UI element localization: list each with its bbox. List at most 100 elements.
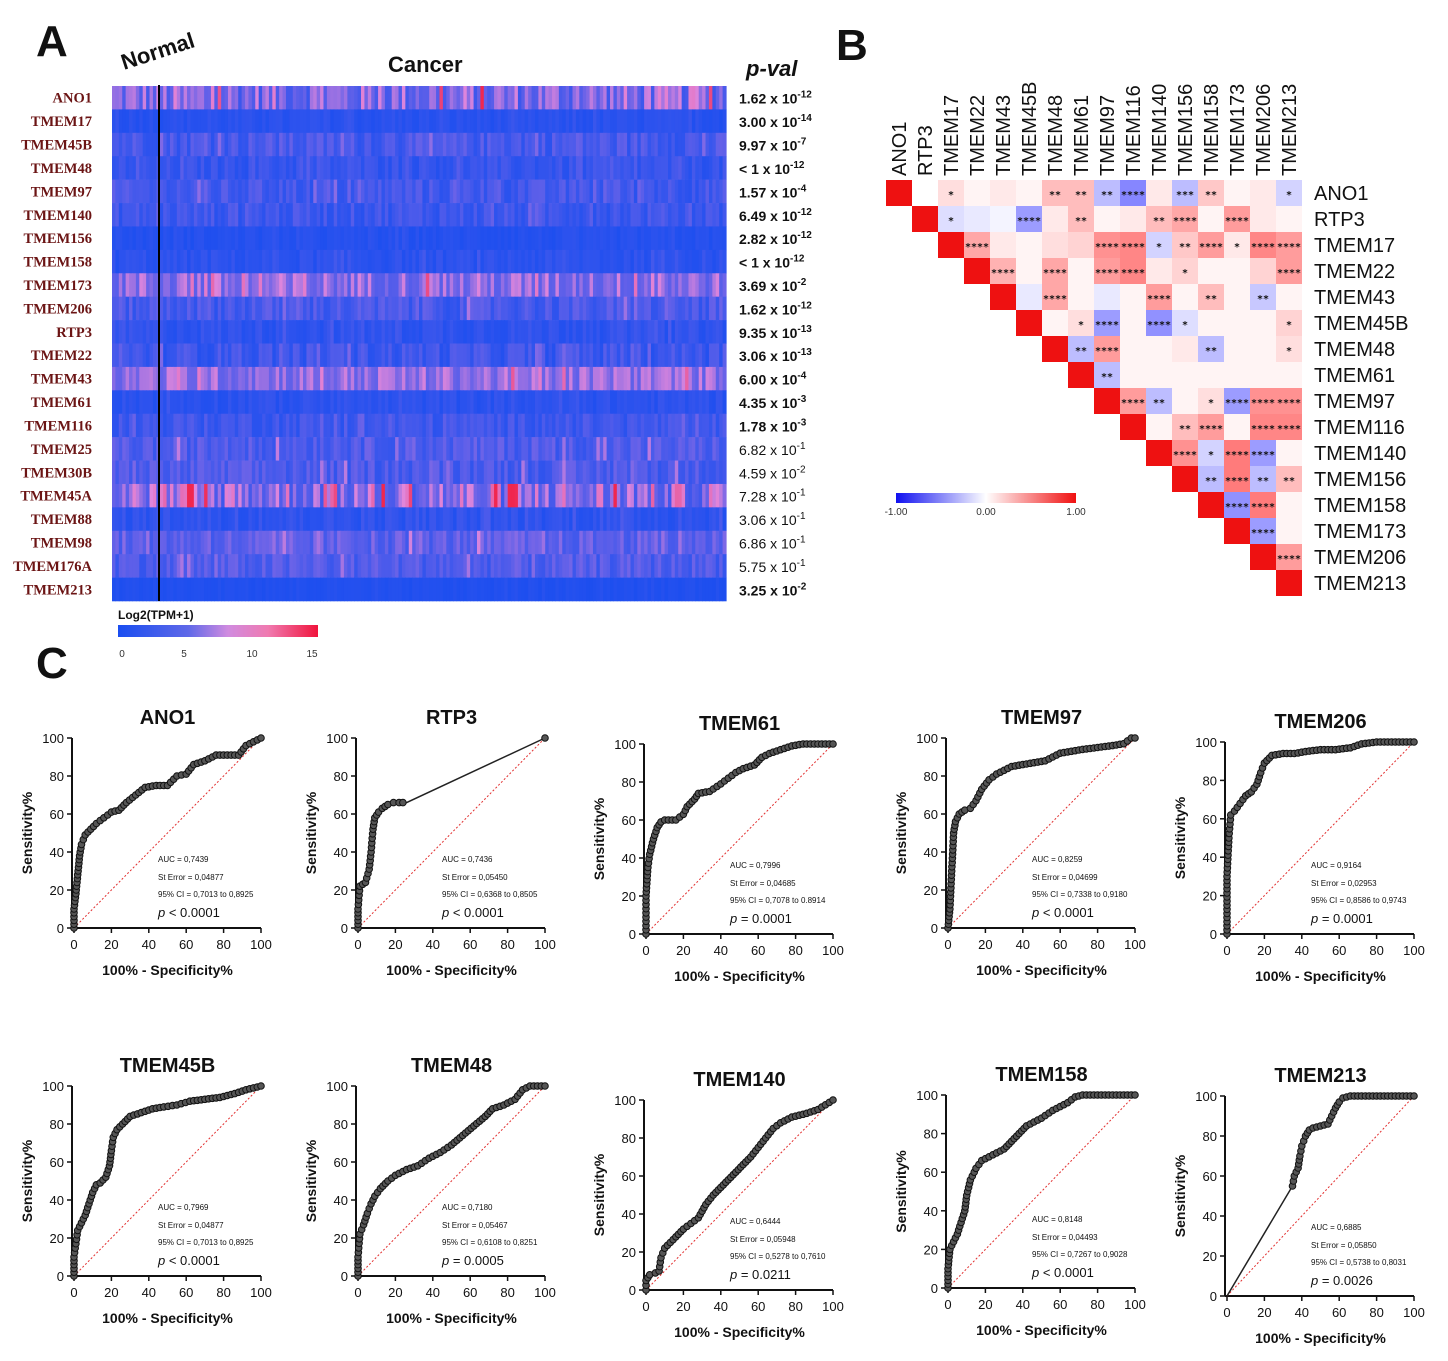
heatmap-row	[112, 530, 727, 555]
auc-text: AUC = 0,7439	[158, 855, 209, 864]
x-tick: 100	[250, 1285, 272, 1300]
expression-heatmap	[112, 86, 727, 602]
corr-cell	[1276, 362, 1302, 388]
p-value: 5.75 x 10-1	[739, 558, 806, 575]
gene-label: TMEM61	[31, 395, 92, 411]
roc-point	[829, 1096, 837, 1104]
corr-cell: **	[1276, 466, 1302, 492]
gene-label: TMEM45A	[20, 489, 92, 505]
x-tick: 0	[642, 1299, 649, 1314]
roc-points	[1223, 738, 1418, 938]
y-tick: 20	[334, 1231, 348, 1246]
roc-title: TMEM140	[693, 1069, 785, 1091]
corr-cell	[990, 180, 1016, 206]
significance-stars: ****	[1277, 242, 1301, 253]
corr-cell	[1016, 258, 1042, 284]
heatmap-row	[112, 390, 727, 415]
auc-text: AUC = 0,8148	[1032, 1215, 1083, 1224]
significance-stars: ****	[1017, 216, 1041, 227]
x-tick: 0	[354, 1285, 361, 1300]
significance-stars: **	[1075, 216, 1087, 227]
corr-cell	[1250, 258, 1276, 284]
corr-cell: ****	[1276, 232, 1302, 258]
corr-cell: ****	[1120, 258, 1146, 284]
p-value: 1.62 x 10-12	[739, 90, 812, 107]
x-tick: 80	[216, 1285, 230, 1300]
significance-stars: **	[1205, 190, 1217, 201]
panel-b-correlation: B ANO1 RTP3 TMEM17 TMEM22 TMEM43 TMEM45B TMEM4…	[836, 21, 1408, 596]
y-tick: 20	[924, 1242, 938, 1257]
corr-row-label: TMEM173	[1314, 521, 1406, 543]
y-tick: 80	[924, 769, 938, 784]
roc-point	[257, 734, 265, 742]
corr-cell: **	[1094, 180, 1120, 206]
significance-stars: ****	[1173, 450, 1197, 461]
corr-row-label: TMEM213	[1314, 573, 1406, 595]
corr-diagonal-cell	[990, 284, 1016, 310]
y-tick: 0	[341, 921, 348, 936]
p-value-text: p < 0.0001	[1031, 905, 1094, 920]
corr-cell	[1016, 284, 1042, 310]
corr-row-label: TMEM61	[1314, 365, 1395, 387]
p-value-text: p < 0.0001	[441, 905, 504, 920]
significance-stars: ****	[1121, 242, 1145, 253]
y-tick: 40	[50, 845, 64, 860]
roc-plot-rtp3: RTP3 00 20 20 40 40 60 60 80 80 100 100 100% - Speci…	[303, 707, 556, 978]
corr-cell	[1120, 362, 1146, 388]
x-tick: 60	[179, 937, 193, 952]
significance-stars: ***	[1176, 190, 1194, 201]
corr-row-label: TMEM45B	[1314, 313, 1408, 335]
x-tick: 60	[751, 1299, 765, 1314]
corr-diagonal-cell	[1172, 466, 1198, 492]
corr-cell: ****	[1224, 388, 1250, 414]
corr-cell	[1276, 206, 1302, 232]
heatmap-row	[112, 273, 727, 297]
corr-cell: ****	[1224, 206, 1250, 232]
x-tick: 100	[534, 937, 556, 952]
y-tick: 40	[1203, 850, 1217, 865]
corr-cell	[1146, 336, 1172, 362]
p-value-text: p = 0.0026	[1310, 1273, 1373, 1288]
y-axis-label: Sensitivity%	[1172, 1154, 1188, 1237]
p-value: 3.06 x 10-13	[739, 347, 812, 364]
significance-stars: **	[1179, 424, 1191, 435]
x-tick: 60	[1332, 1305, 1346, 1320]
corr-cell	[1172, 362, 1198, 388]
roc-plot-tmem206: TMEM206 00 20 20 40 40 60 60 80 80 100 100 100% - Sp…	[1172, 711, 1425, 984]
significance-stars: **	[1205, 346, 1217, 357]
corr-diagonal-cell	[1276, 570, 1302, 596]
corr-cell	[1068, 232, 1094, 258]
x-tick: 80	[1369, 943, 1383, 958]
x-tick: 20	[676, 1299, 690, 1314]
colorbar-title: Log2(TPM+1)	[118, 608, 194, 622]
significance-stars: ****	[1251, 502, 1275, 513]
corr-cell: **	[1172, 414, 1198, 440]
corr-cell	[1120, 284, 1146, 310]
corr-cell: **	[1250, 466, 1276, 492]
significance-stars: **	[1153, 398, 1165, 409]
reference-diagonal	[1226, 1095, 1415, 1297]
p-value: 9.35 x 10-13	[739, 324, 812, 341]
corr-col-label: TMEM156	[1175, 84, 1197, 176]
corr-row-label: RTP3	[1314, 209, 1365, 231]
ci-text: 95% CI = 0,5738 to 0,8031	[1311, 1258, 1407, 1267]
y-axis-label: Sensitivity%	[893, 791, 909, 874]
corr-cell	[1250, 206, 1276, 232]
std-error-text: St Error = 0,04877	[158, 1221, 224, 1230]
corr-cell: *	[1276, 310, 1302, 336]
x-axis-label: 100% - Specificity%	[976, 962, 1107, 978]
x-tick: 100	[534, 1285, 556, 1300]
corr-row-label: TMEM43	[1314, 287, 1395, 309]
corr-cell: ****	[1276, 388, 1302, 414]
heatmap-row	[112, 366, 727, 391]
roc-point	[1131, 1091, 1139, 1099]
corr-col-label: TMEM22	[967, 95, 989, 176]
roc-point	[399, 798, 407, 807]
corr-col-label: ANO1	[889, 122, 911, 176]
corr-cell: *	[1198, 440, 1224, 466]
y-tick: 0	[57, 921, 64, 936]
gene-label: TMEM48	[31, 161, 92, 177]
gene-label: TMEM97	[31, 184, 92, 200]
corr-cell: *	[938, 206, 964, 232]
